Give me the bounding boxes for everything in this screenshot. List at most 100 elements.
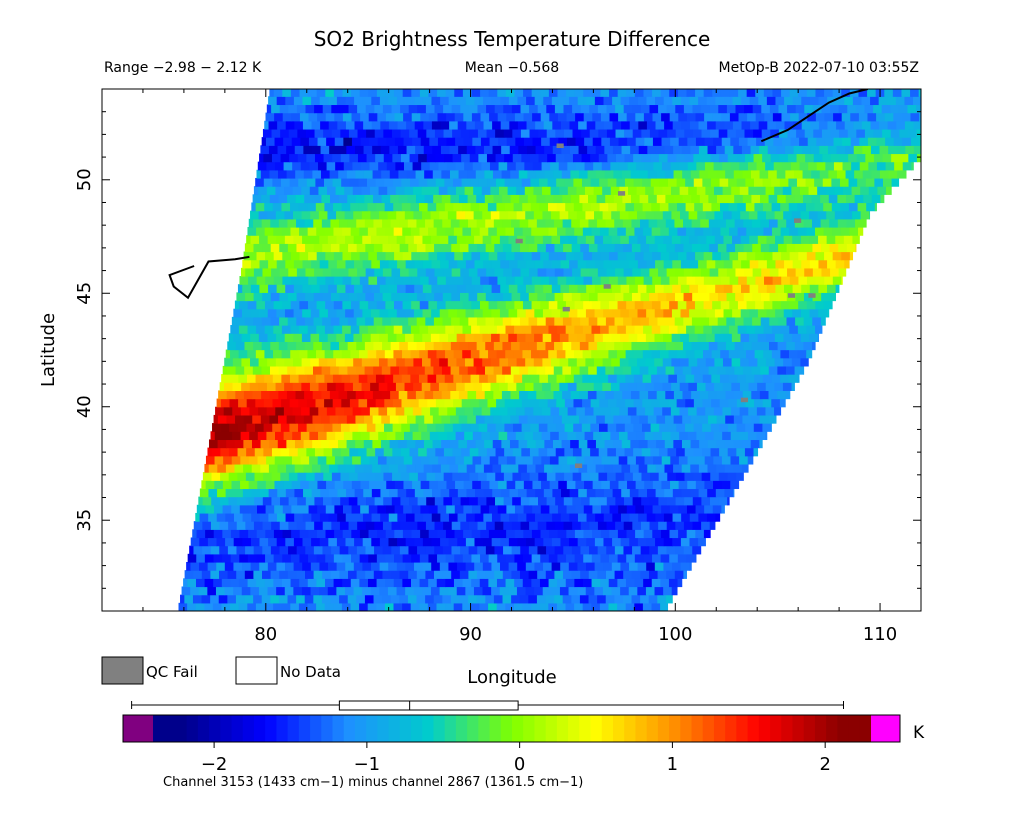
heatmap-cell (561, 145, 571, 155)
colorbar-segment (837, 715, 850, 742)
heatmap-cell (240, 455, 250, 465)
heatmap-cell (381, 414, 391, 424)
heatmap-cell (476, 316, 487, 326)
heatmap-cell (338, 169, 348, 179)
heatmap-cell (268, 284, 278, 293)
heatmap-cell (517, 561, 527, 571)
heatmap-cell (672, 284, 682, 293)
heatmap-cell (518, 439, 528, 449)
heatmap-cell (239, 300, 249, 310)
heatmap-cell (303, 169, 313, 179)
heatmap-cell (805, 177, 815, 187)
heatmap-cell (219, 496, 230, 506)
heatmap-cell (532, 480, 542, 490)
heatmap-cell (557, 529, 567, 539)
heatmap-cell (382, 545, 392, 555)
heatmap-cell (682, 194, 692, 204)
heatmap-cell (910, 89, 920, 97)
heatmap-cell (380, 120, 390, 130)
heatmap-cell (655, 145, 666, 155)
heatmap-cell (348, 267, 358, 277)
heatmap-cell (609, 112, 619, 122)
heatmap-cell (248, 455, 259, 465)
heatmap-cell (758, 120, 768, 130)
heatmap-cell (449, 120, 459, 130)
heatmap-cell (777, 194, 787, 204)
heatmap-cell (474, 561, 484, 571)
heatmap-cell (508, 96, 519, 106)
heatmap-cell (225, 512, 235, 522)
heatmap-cell (542, 308, 553, 318)
heatmap-cell (233, 537, 243, 547)
heatmap-cell (425, 594, 435, 604)
heatmap-cell (323, 496, 333, 506)
heatmap-cell (432, 439, 442, 449)
heatmap-cell (463, 112, 473, 122)
heatmap-cell (565, 202, 575, 212)
heatmap-cell (324, 226, 335, 236)
heatmap-cell (560, 96, 570, 106)
heatmap-cell (236, 570, 246, 579)
heatmap-cell (566, 529, 576, 539)
heatmap-cell (256, 276, 266, 285)
heatmap-cell (690, 488, 700, 498)
heatmap-cell (252, 365, 262, 375)
colorbar-segment (377, 715, 390, 742)
heatmap-cell (846, 243, 857, 253)
heatmap-cell (353, 235, 363, 244)
heatmap-cell (522, 602, 532, 611)
heatmap-cell (477, 128, 488, 138)
heatmap-cell (374, 267, 384, 277)
heatmap-cell (392, 447, 402, 457)
heatmap-cell (256, 325, 266, 334)
heatmap-cell (332, 153, 342, 163)
heatmap-cell (601, 431, 611, 441)
heatmap-cell (485, 570, 495, 579)
heatmap-cell (270, 545, 281, 555)
heatmap-cell (777, 218, 787, 228)
heatmap-cell (257, 431, 268, 441)
heatmap-cell (887, 96, 897, 106)
heatmap-cell (444, 398, 454, 408)
heatmap-cell (550, 186, 560, 195)
heatmap-cell (412, 161, 422, 171)
heatmap-cell (859, 161, 869, 171)
heatmap-cell (775, 259, 785, 269)
heatmap-cell (466, 145, 476, 155)
heatmap-cell (347, 365, 357, 375)
heatmap-cell (556, 423, 566, 432)
heatmap-cell (217, 414, 228, 424)
heatmap-cell (864, 104, 874, 114)
heatmap-cell (590, 177, 600, 187)
heatmap-cell (192, 529, 198, 539)
heatmap-cell (594, 537, 605, 547)
heatmap-cell (643, 553, 653, 563)
heatmap-cell (534, 259, 544, 269)
heatmap-cell (592, 504, 602, 514)
heatmap-cell (709, 521, 716, 530)
heatmap-cell (413, 186, 423, 195)
heatmap-cell (561, 414, 572, 424)
heatmap-cell (785, 194, 795, 204)
heatmap-cell (369, 406, 380, 416)
heatmap-cell (344, 333, 355, 342)
heatmap-cell (614, 292, 624, 302)
heatmap-cell (339, 267, 350, 277)
colorbar-segment (792, 715, 805, 742)
heatmap-cell (324, 398, 334, 408)
heatmap-cell (488, 300, 498, 310)
heatmap-cell (600, 251, 610, 261)
heatmap-cell (215, 406, 225, 416)
heatmap-cell (357, 104, 367, 114)
heatmap-cell (595, 439, 606, 449)
heatmap-cell (731, 210, 741, 220)
heatmap-cell (360, 455, 370, 465)
heatmap-cell (641, 496, 651, 506)
heatmap-cell (648, 570, 659, 579)
heatmap-cell (387, 382, 397, 391)
x-tick-label: 90 (459, 624, 482, 645)
heatmap-cell (364, 341, 375, 351)
colorbar-segment (747, 715, 760, 742)
heatmap-cell (637, 586, 647, 596)
heatmap-cell (694, 374, 704, 383)
